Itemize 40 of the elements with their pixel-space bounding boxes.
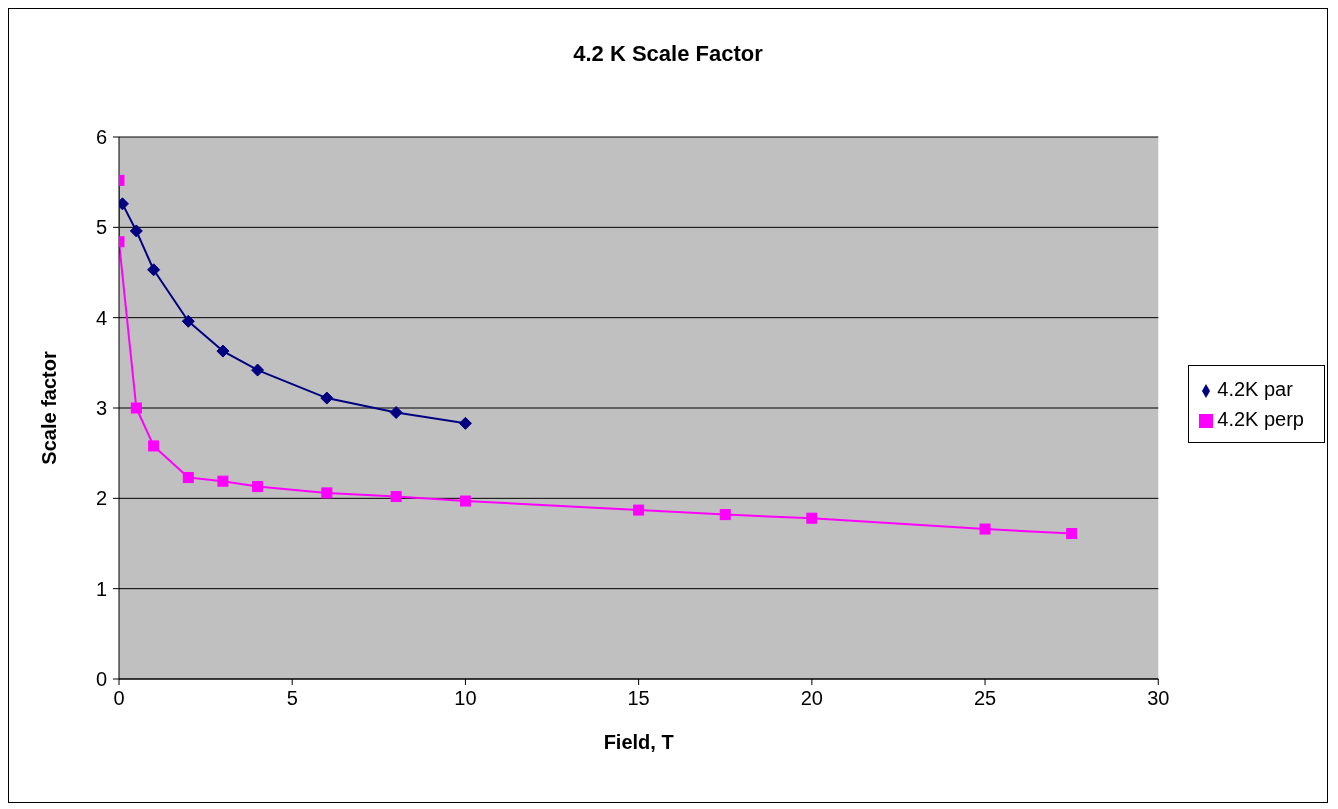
x-tick-label: 30 xyxy=(1147,687,1170,710)
y-tick-label: 4 xyxy=(95,306,107,329)
point xyxy=(251,363,265,377)
point xyxy=(147,263,161,277)
point xyxy=(389,406,403,420)
point xyxy=(181,314,195,328)
y-tick-label: 2 xyxy=(95,487,107,510)
point xyxy=(390,491,402,503)
point xyxy=(320,391,334,405)
point xyxy=(458,416,472,430)
point xyxy=(148,440,160,452)
y-tick-label: 0 xyxy=(95,668,107,691)
point xyxy=(216,344,230,358)
point xyxy=(321,487,333,499)
x-tick-label: 0 xyxy=(113,687,125,710)
point xyxy=(129,224,143,238)
point xyxy=(719,509,731,521)
x-tick-label: 25 xyxy=(973,687,997,710)
point xyxy=(130,402,142,414)
x-tick-label: 20 xyxy=(800,687,823,710)
point xyxy=(633,504,645,516)
y-axis-title: Scale factor xyxy=(38,351,61,465)
x-axis-title: Field, T xyxy=(603,731,674,753)
y-tick-label: 1 xyxy=(95,577,107,600)
point xyxy=(252,481,264,493)
point xyxy=(806,512,818,524)
legend-label: 4.2K perp xyxy=(1217,408,1304,430)
legend-label: 4.2K par xyxy=(1217,378,1293,400)
y-tick-label: 5 xyxy=(95,216,107,239)
point xyxy=(182,472,194,484)
y-tick-label: 3 xyxy=(95,397,107,420)
y-tick-label: 6 xyxy=(95,126,107,149)
x-tick-label: 15 xyxy=(627,687,650,710)
x-tick-label: 10 xyxy=(454,687,477,710)
point xyxy=(459,495,471,507)
point xyxy=(979,523,991,535)
x-tick-label: 5 xyxy=(286,687,298,710)
point xyxy=(217,475,229,487)
chart-title: 4.2 K Scale Factor xyxy=(572,41,764,67)
point xyxy=(1066,528,1078,540)
